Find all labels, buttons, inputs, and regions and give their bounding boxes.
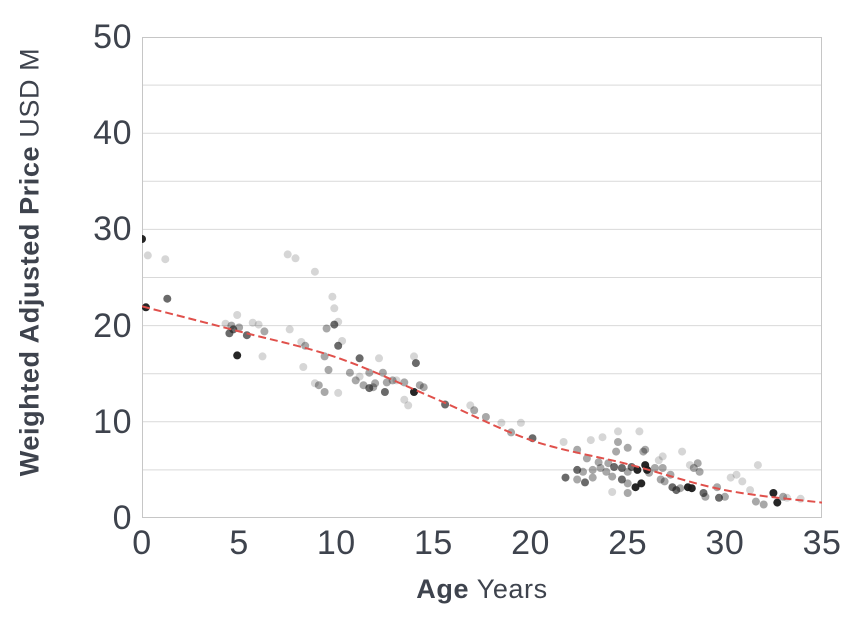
plot-canvas <box>142 37 822 518</box>
x-tick-label: 5 <box>229 524 249 562</box>
y-tick-label: 10 <box>93 402 132 441</box>
y-tick-label: 0 <box>112 499 132 537</box>
x-tick-label: 15 <box>414 524 453 562</box>
x-axis-title: Age Years <box>416 574 548 605</box>
x-tick-label: 10 <box>316 524 356 562</box>
x-tick-label: 0 <box>132 524 152 562</box>
plot-area <box>142 37 822 518</box>
x-axis-title-unit: Years <box>476 574 548 604</box>
y-tick-label: 20 <box>93 306 132 345</box>
y-tick-label: 30 <box>93 210 132 249</box>
x-tick-label: 35 <box>802 524 842 562</box>
x-tick-label: 20 <box>511 524 550 562</box>
x-tick-label: 30 <box>705 524 745 562</box>
y-tick-label: 40 <box>93 114 132 153</box>
x-tick-label: 25 <box>608 524 648 562</box>
x-axis-title-main: Age <box>416 574 470 604</box>
y-tick-label: 50 <box>93 18 132 56</box>
